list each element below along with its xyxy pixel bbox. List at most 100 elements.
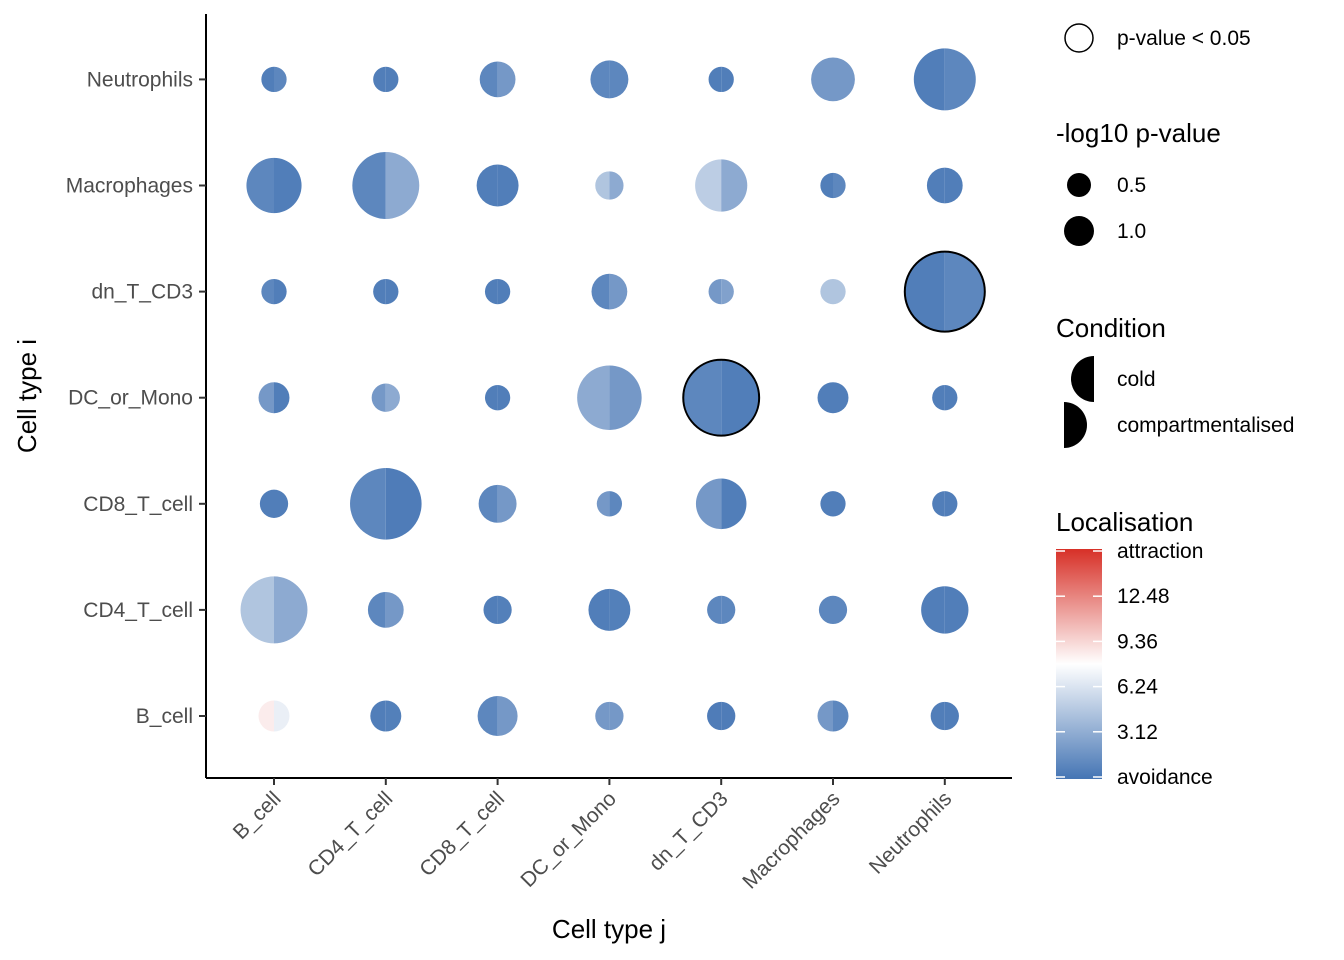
dot-half-cold [695,159,722,212]
color-legend-title: Localisation [1056,507,1193,537]
dot-half-cold [246,157,274,214]
dot-half-cold [926,167,945,204]
dot-half-cold [240,576,274,644]
dot-cell [259,489,289,518]
dot-half-cold [350,468,386,540]
dot-cell [817,700,849,732]
dot-half-compartmentalised [833,57,855,102]
dot-half-cold [921,586,945,634]
dot-cell [483,595,512,625]
dot-cell [932,385,958,411]
dot-cell [708,66,734,93]
dot-half-cold [591,273,610,310]
dot-cell [240,576,308,644]
color-legend-tick-label: 6.24 [1117,676,1158,699]
x-axis-ticks: B_cell CD4_T_cell CD8_T_cell DC_or_Mono dn_T… [229,778,956,894]
dot-half-compartmentalised [497,278,511,305]
dot-half-cold [261,278,274,305]
dot-cell [682,358,761,437]
dot-half-compartmentalised [274,576,308,644]
dot-cell [479,61,516,98]
y-axis-title: Cell type i [12,339,42,453]
dot-cell [367,592,404,628]
y-tick-label: B_cell [136,705,193,728]
x-tick-label: Neutrophils [865,787,956,878]
dot-half-cold [595,171,610,200]
dot-half-cold [261,66,274,93]
dot-cell [476,164,519,207]
dot-half-cold [577,365,610,430]
dot-cell [595,171,624,200]
dot-half-cold [595,701,610,731]
x-tick-label: CD4_T_cell [303,787,397,881]
dot-half-cold [258,700,274,732]
size-legend-title: -log10 p-value [1056,118,1221,148]
dot-cell [577,365,642,430]
dot-cell [930,701,959,731]
dot-half-compartmentalised [497,164,519,207]
size-legend-label-small: 0.5 [1117,174,1146,197]
dot-half-cold [904,251,945,332]
dot-cell [596,491,623,517]
condition-legend-cold-label: cold [1117,368,1156,391]
dot-half-cold [479,61,498,98]
dot-half-compartmentalised [274,382,290,414]
dot-half-cold [371,383,386,412]
dot-half-cold [913,48,945,111]
dot-cell [258,382,290,414]
y-tick-label: CD8_T_cell [83,493,193,516]
dot-half-cold [817,382,833,414]
dot-half-cold [478,484,498,523]
dot-cell [913,48,976,111]
x-tick-label: B_cell [229,787,286,844]
dot-half-compartmentalised [385,383,400,412]
dot-half-compartmentalised [944,48,976,111]
y-tick-label: CD4_T_cell [83,599,193,622]
dot-cell [695,478,747,530]
dot-cell [261,66,287,93]
color-legend-tick-label: 9.36 [1117,630,1158,653]
dot-half-compartmentalised [833,700,849,732]
dot-half-cold [596,491,610,517]
dot-cell [352,152,420,219]
dot-half-compartmentalised [497,696,518,736]
dot-cell [591,273,628,310]
dot-cell [707,701,736,731]
dot-cell [921,586,969,634]
y-tick-label: dn_T_CD3 [91,281,193,304]
dot-half-compartmentalised [609,60,629,99]
dot-half-cold [695,478,722,530]
dot-half-cold [818,595,833,625]
dot-cell [708,278,734,305]
dot-half-compartmentalised [944,491,958,517]
dot-half-compartmentalised [385,592,404,628]
dot-cell [903,250,986,333]
dot-half-cold [707,701,722,731]
dot-half-compartmentalised [833,595,848,625]
dot-cell [590,60,629,99]
dot-half-cold [588,588,610,631]
dot-cell [820,172,846,199]
dot-half-cold [373,66,386,93]
dot-half-compartmentalised [944,586,969,634]
significance-legend-label: p-value < 0.05 [1117,27,1251,50]
dot-half-compartmentalised [497,484,517,523]
dot-half-compartmentalised [385,152,420,219]
dot-half-cold [708,278,722,305]
dot-half-compartmentalised [497,385,511,411]
dot-half-compartmentalised [833,278,846,305]
dot-half-cold [820,491,833,517]
color-legend-tick-label: 12.48 [1117,585,1170,608]
color-legend-ticks: attraction 12.48 9.36 6.24 3.12 avoidance [1056,540,1213,789]
y-axis-ticks: B_cell CD4_T_cell CD8_T_cell DC_or_Mono dn_T… [66,68,206,728]
dot-cell [246,157,302,214]
dot-half-compartmentalised [609,171,624,200]
dot-half-compartmentalised [609,701,624,731]
x-tick-label: CD8_T_cell [415,787,509,881]
dot-half-compartmentalised [721,701,736,731]
dot-cell [820,278,846,305]
dot-cell [817,382,849,414]
size-legend-label-large: 1.0 [1117,220,1146,243]
dot-half-cold [820,278,833,305]
